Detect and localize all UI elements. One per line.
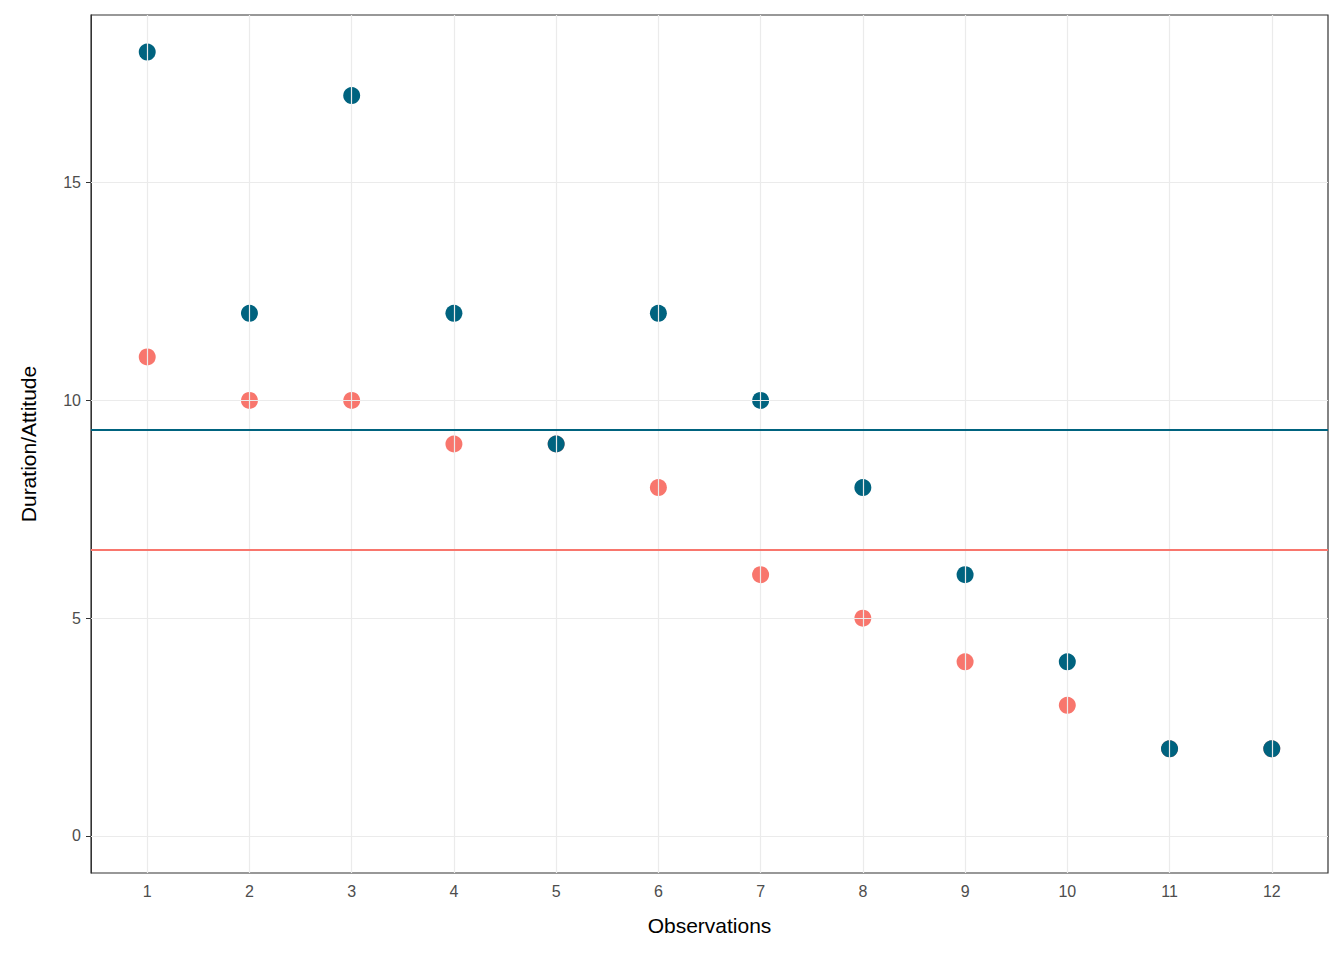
svg-text:0: 0 [72,827,81,844]
svg-text:10: 10 [1058,883,1076,900]
svg-text:5: 5 [552,883,561,900]
svg-text:8: 8 [858,883,867,900]
svg-text:3: 3 [347,883,356,900]
svg-text:6: 6 [654,883,663,900]
svg-text:Duration/Attitude: Duration/Attitude [17,366,40,522]
svg-text:2: 2 [245,883,254,900]
svg-text:10: 10 [63,392,81,409]
svg-text:1: 1 [143,883,152,900]
svg-text:12: 12 [1263,883,1281,900]
svg-text:7: 7 [756,883,765,900]
svg-text:4: 4 [449,883,458,900]
svg-text:Observations: Observations [648,914,772,937]
svg-text:5: 5 [72,610,81,627]
svg-text:11: 11 [1161,883,1178,900]
svg-text:9: 9 [961,883,970,900]
svg-text:15: 15 [63,174,81,191]
